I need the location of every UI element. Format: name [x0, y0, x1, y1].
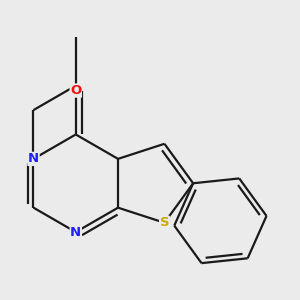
Text: N: N: [28, 152, 39, 165]
Text: O: O: [70, 84, 81, 97]
Text: S: S: [160, 216, 169, 229]
Text: N: N: [70, 226, 81, 238]
